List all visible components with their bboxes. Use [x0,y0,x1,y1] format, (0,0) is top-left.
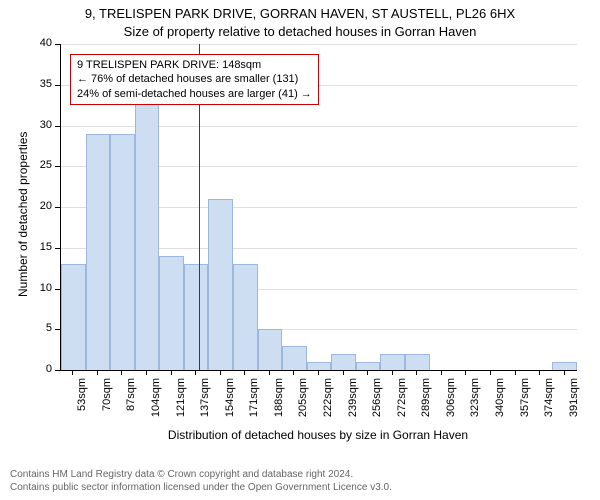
xtick-label: 121sqm [175,378,187,418]
xtick-label: 323sqm [469,378,481,418]
xtick-mark [72,370,73,375]
xtick-mark [465,370,466,375]
xtick-label: 171sqm [248,378,260,418]
xtick-label: 357sqm [519,378,531,418]
xtick-mark [195,370,196,375]
histogram-bar [61,264,86,370]
xtick-label: 188sqm [273,378,285,418]
histogram-bar [405,354,430,370]
xtick-label: 87sqm [125,378,137,418]
xtick-label: 53sqm [76,378,88,418]
gridline [61,44,577,45]
ytick-mark [55,166,60,167]
histogram-bar [233,264,258,370]
xtick-label: 104sqm [150,378,162,418]
xtick-mark [220,370,221,375]
xtick-label: 374sqm [543,378,555,418]
xtick-label: 272sqm [396,378,408,418]
xtick-mark [416,370,417,375]
xtick-mark [146,370,147,375]
x-axis-label: Distribution of detached houses by size … [60,428,576,442]
ytick-mark [55,44,60,45]
ytick-label: 15 [22,241,52,253]
ytick-label: 20 [22,200,52,212]
histogram-bar [110,134,135,370]
annotation-line-2: ← 76% of detached houses are smaller (13… [77,72,312,86]
annotation-line-1: 9 TRELISPEN PARK DRIVE: 148sqm [77,58,312,72]
xtick-mark [293,370,294,375]
xtick-mark [343,370,344,375]
xtick-mark [392,370,393,375]
chart-title-sub: Size of property relative to detached ho… [0,24,600,39]
xtick-label: 239sqm [347,378,359,418]
xtick-mark [539,370,540,375]
ytick-label: 25 [22,159,52,171]
ytick-mark [55,329,60,330]
chart-title-main: 9, TRELISPEN PARK DRIVE, GORRAN HAVEN, S… [0,6,600,21]
ytick-mark [55,85,60,86]
xtick-label: 222sqm [322,378,334,418]
histogram-bar [356,362,381,370]
histogram-bar [86,134,111,370]
footer-line-2: Contains public sector information licen… [10,481,392,494]
histogram-bar [184,264,209,370]
xtick-label: 137sqm [199,378,211,418]
annotation-box: 9 TRELISPEN PARK DRIVE: 148sqm ← 76% of … [70,54,319,105]
xtick-mark [318,370,319,375]
xtick-label: 340sqm [494,378,506,418]
histogram-bar [331,354,356,370]
xtick-mark [367,370,368,375]
histogram-bar [159,256,184,370]
histogram-bar [380,354,405,370]
histogram-bar [282,346,307,370]
histogram-bar [307,362,332,370]
annotation-line-3: 24% of semi-detached houses are larger (… [77,87,312,101]
xtick-mark [269,370,270,375]
ytick-mark [55,207,60,208]
y-axis-label: Number of detached properties [16,132,30,297]
xtick-mark [244,370,245,375]
xtick-mark [515,370,516,375]
xtick-mark [564,370,565,375]
xtick-label: 256sqm [371,378,383,418]
footer-attribution: Contains HM Land Registry data © Crown c… [10,468,392,494]
xtick-label: 289sqm [420,378,432,418]
xtick-label: 306sqm [445,378,457,418]
ytick-label: 30 [22,119,52,131]
ytick-label: 40 [22,37,52,49]
histogram-bar [552,362,577,370]
xtick-label: 205sqm [297,378,309,418]
xtick-mark [121,370,122,375]
ytick-mark [55,289,60,290]
xtick-mark [171,370,172,375]
ytick-label: 5 [22,322,52,334]
ytick-label: 0 [22,363,52,375]
xtick-label: 154sqm [224,378,236,418]
xtick-mark [490,370,491,375]
footer-line-1: Contains HM Land Registry data © Crown c… [10,468,392,481]
ytick-mark [55,248,60,249]
ytick-label: 10 [22,282,52,294]
histogram-bar [258,329,283,370]
ytick-mark [55,126,60,127]
chart-container: 9, TRELISPEN PARK DRIVE, GORRAN HAVEN, S… [0,0,600,500]
ytick-label: 35 [22,78,52,90]
xtick-mark [441,370,442,375]
xtick-label: 391sqm [568,378,580,418]
xtick-label: 70sqm [101,378,113,418]
xtick-mark [97,370,98,375]
histogram-bar [135,101,160,370]
ytick-mark [55,370,60,371]
histogram-bar [208,199,233,370]
